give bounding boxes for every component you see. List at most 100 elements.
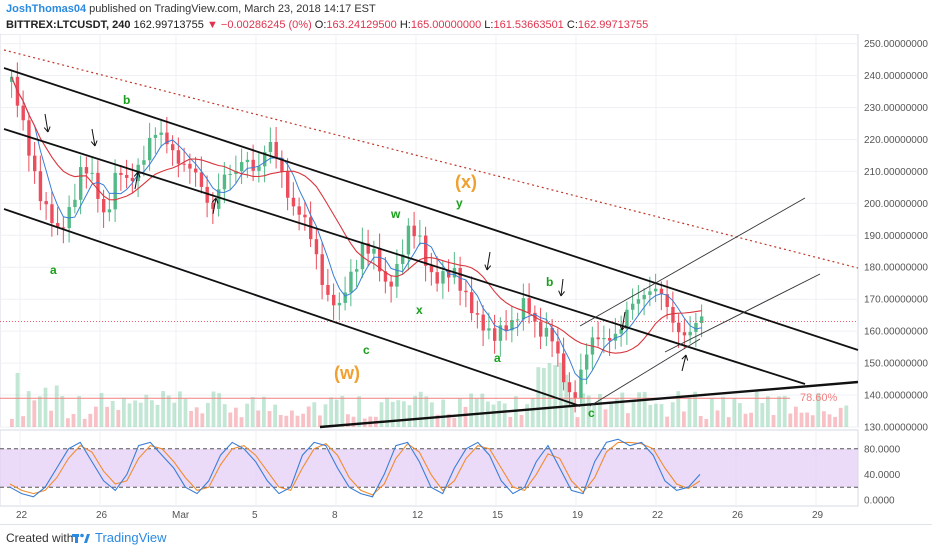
candle-body (222, 174, 227, 190)
candle-body (389, 281, 393, 287)
candle-body (297, 206, 301, 215)
candle-body (130, 177, 135, 182)
main-pane-frame (0, 34, 859, 428)
volume-bar (665, 416, 669, 427)
candle-body (487, 328, 491, 331)
price-tick-label: 240.00000000 (864, 71, 928, 82)
volume-bar (519, 415, 524, 427)
candle-body (401, 254, 405, 264)
candle-body (84, 167, 89, 174)
volume-bar (670, 402, 675, 427)
volume-bar (446, 413, 451, 427)
candle-body (257, 166, 261, 171)
volume-bar (726, 417, 731, 427)
candle-body (303, 214, 307, 218)
stoch-k-line (9, 438, 701, 498)
price-tick-label: 150.00000000 (864, 359, 928, 370)
candle-body (665, 294, 669, 308)
candle-body (314, 239, 319, 255)
author-link[interactable]: JoshThomas04 (6, 3, 87, 15)
volume-bar (676, 391, 681, 427)
volume-bar (570, 398, 574, 427)
volume-bar (60, 395, 65, 427)
time-tick-label: 22 (16, 510, 28, 521)
volume-bar (413, 395, 417, 427)
wave-label-w: w (390, 207, 401, 221)
candle-body (165, 132, 169, 145)
footer: Created with TradingView (0, 524, 932, 551)
volume-bar (49, 410, 53, 427)
price-tick-label: 220.00000000 (864, 135, 928, 146)
candle-body (125, 174, 129, 178)
tradingview-link[interactable]: TradingView (95, 530, 167, 545)
wave-label-x: x (416, 303, 423, 317)
time-tick-label: 12 (412, 510, 424, 521)
candle-body (682, 332, 687, 336)
candle-body (188, 163, 192, 169)
volume-bar (267, 411, 272, 427)
candle-body (320, 254, 324, 285)
volume-bar (418, 391, 423, 427)
candle-body (217, 189, 221, 209)
wave-label-w-big: (w) (334, 363, 360, 383)
stochastic-pane (0, 438, 858, 498)
volume-bar (642, 391, 647, 427)
candle-body (481, 314, 485, 331)
ma-slow-line (11, 76, 702, 354)
volume-bar (334, 399, 339, 427)
volume-bar (738, 403, 742, 427)
time-tick-label: 29 (812, 510, 824, 521)
candle-body (671, 307, 675, 323)
candle-body (268, 141, 273, 153)
volume-bar (239, 417, 244, 427)
stoch-tick-label: 0.0000 (864, 496, 895, 507)
stoch-tick-label: 80.0000 (864, 444, 901, 455)
volume-bar (82, 418, 87, 427)
volume-bar (782, 395, 787, 427)
volume-bar (200, 413, 205, 427)
candle-body (613, 333, 618, 341)
candle-body (309, 217, 313, 240)
candle-body (378, 248, 382, 272)
candle-body (337, 302, 342, 306)
volume-bar (654, 403, 658, 427)
candle-body (631, 303, 635, 310)
price-chart[interactable]: 78.60% abc(w)wxy(x)abc 250.00000000240.0… (0, 34, 932, 524)
candle-body (286, 171, 290, 198)
volume-bar (637, 392, 641, 427)
candle-body (113, 172, 117, 210)
volume-bar (133, 400, 137, 427)
candle-body (38, 171, 43, 202)
wave-label-a: a (50, 263, 57, 277)
volume-bar (553, 365, 557, 427)
candle-body (585, 354, 589, 370)
volume-bar (788, 413, 793, 427)
close-value: 162.99713755 (577, 19, 649, 31)
volume-bar (603, 409, 608, 427)
candle-body (102, 198, 106, 213)
price-tick-label: 160.00000000 (864, 327, 928, 338)
volume-bar (732, 398, 737, 427)
candle-body (44, 201, 48, 205)
volume-bar (54, 385, 59, 427)
candle-body (211, 202, 215, 209)
volume-bar (749, 412, 753, 427)
channel-lower-line (3, 208, 581, 407)
volume-bar (38, 396, 42, 427)
volume-bar (710, 398, 714, 427)
volume-bar (32, 400, 37, 427)
support-trendline (319, 380, 859, 429)
candle-body (332, 294, 336, 306)
volume-bar (827, 414, 832, 427)
candle-body (366, 243, 370, 254)
candle-body (119, 172, 123, 175)
annotation-arrow (621, 311, 626, 331)
candle-body (33, 155, 37, 172)
volume-bar (502, 403, 507, 427)
volume-bar (138, 402, 143, 427)
price-tick-label: 190.00000000 (864, 231, 928, 242)
volume-bar (155, 404, 160, 427)
volume-bar (110, 400, 115, 427)
volume-bar (256, 410, 261, 427)
volume-bar (10, 419, 14, 427)
